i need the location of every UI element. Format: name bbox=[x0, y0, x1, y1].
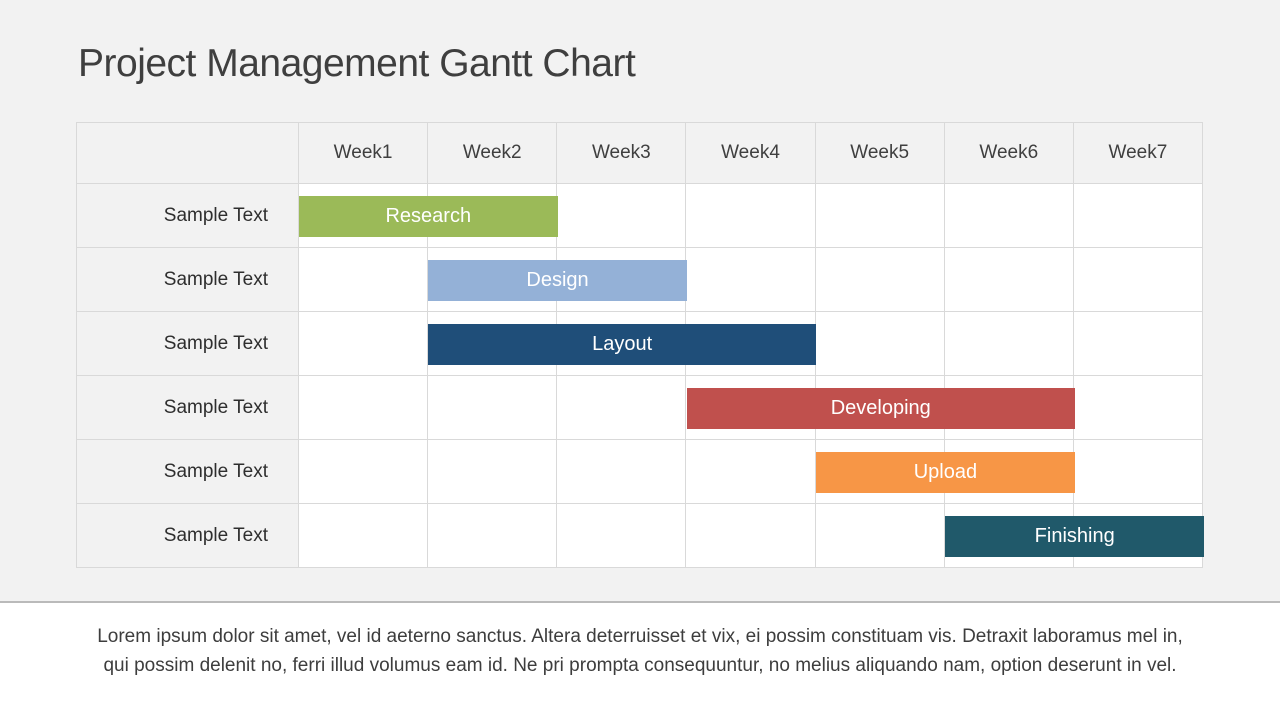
week-cell bbox=[815, 184, 945, 248]
week-cell bbox=[944, 184, 1074, 248]
week-cell bbox=[428, 504, 558, 568]
task-row-label: Sample Text bbox=[77, 248, 299, 312]
task-row-label: Sample Text bbox=[77, 376, 299, 440]
week-cell bbox=[557, 184, 687, 248]
page-title: Project Management Gantt Chart bbox=[78, 42, 636, 85]
week-cell bbox=[557, 440, 687, 504]
gantt-body: Sample Text Research Sample Text Design Samp… bbox=[77, 184, 1204, 568]
week-header: Week4 bbox=[686, 123, 816, 184]
gantt-row: Sample Text Research bbox=[77, 184, 1203, 248]
week-cell bbox=[1073, 248, 1203, 312]
week-cell bbox=[1073, 440, 1203, 504]
week-cell bbox=[299, 248, 429, 312]
week-cell bbox=[557, 376, 687, 440]
week-header: Week5 bbox=[815, 123, 945, 184]
week-cell bbox=[1073, 376, 1203, 440]
task-row-label: Sample Text bbox=[77, 312, 299, 376]
week-cell bbox=[686, 248, 816, 312]
week-header: Week1 bbox=[299, 123, 429, 184]
week-cell bbox=[944, 248, 1074, 312]
week-cell bbox=[815, 312, 945, 376]
corner-cell bbox=[77, 123, 299, 184]
week-header: Week2 bbox=[428, 123, 558, 184]
week-header: Week6 bbox=[944, 123, 1074, 184]
gantt-bar-label: Design bbox=[526, 269, 589, 291]
gantt-row: Sample Text Finishing bbox=[77, 504, 1204, 568]
week-cell bbox=[815, 248, 945, 312]
footer-background bbox=[0, 603, 1280, 720]
week-cell bbox=[299, 312, 429, 376]
week-cell bbox=[299, 504, 429, 568]
gantt-bar-label: Layout bbox=[592, 333, 653, 355]
gantt-bar-upload: Upload bbox=[816, 452, 1075, 493]
gantt-bar-label: Research bbox=[385, 205, 472, 227]
footer-paragraph: Lorem ipsum dolor sit amet, vel id aeter… bbox=[0, 622, 1280, 680]
gantt-row: Sample Text Upload bbox=[77, 440, 1203, 504]
gantt-bar-label: Finishing bbox=[1034, 525, 1115, 547]
week-cell bbox=[299, 376, 429, 440]
week-header: Week7 bbox=[1073, 123, 1203, 184]
week-header: Week3 bbox=[557, 123, 687, 184]
week-cell bbox=[686, 184, 816, 248]
footer-line-2: qui possim delenit no, ferri illud volum… bbox=[103, 655, 1177, 676]
task-row-label: Sample Text bbox=[77, 184, 299, 248]
task-row-label: Sample Text bbox=[77, 504, 299, 568]
gantt-header-row: Week1 Week2 Week3 Week4 Week5 Week6 Week7 bbox=[77, 123, 1203, 184]
section-divider bbox=[0, 601, 1280, 603]
gantt-row: Sample Text Design bbox=[77, 248, 1203, 312]
week-cell bbox=[428, 376, 558, 440]
gantt-bar-label: Upload bbox=[913, 461, 978, 483]
gantt-bar-research: Research bbox=[299, 196, 558, 237]
task-row-label: Sample Text bbox=[77, 440, 299, 504]
week-cell bbox=[1073, 312, 1203, 376]
gantt-row: Sample Text Layout bbox=[77, 312, 1203, 376]
week-cell bbox=[557, 504, 687, 568]
week-cell bbox=[686, 440, 816, 504]
week-cell bbox=[686, 504, 816, 568]
week-cell bbox=[815, 504, 945, 568]
gantt-table: Week1 Week2 Week3 Week4 Week5 Week6 Week7 Samp… bbox=[76, 122, 1204, 568]
gantt-bar-layout: Layout bbox=[428, 324, 817, 365]
gantt-bar-label: Developing bbox=[830, 397, 931, 419]
gantt-bar-developing: Developing bbox=[686, 388, 1075, 429]
footer-line-1: Lorem ipsum dolor sit amet, vel id aeter… bbox=[97, 626, 1183, 647]
week-cell bbox=[428, 440, 558, 504]
gantt-row: Sample Text Developing bbox=[77, 376, 1203, 440]
gantt-bar-finishing: Finishing bbox=[945, 516, 1204, 557]
gantt-bar-design: Design bbox=[428, 260, 687, 301]
week-cell bbox=[1073, 184, 1203, 248]
week-cell bbox=[944, 312, 1074, 376]
week-cell bbox=[299, 440, 429, 504]
